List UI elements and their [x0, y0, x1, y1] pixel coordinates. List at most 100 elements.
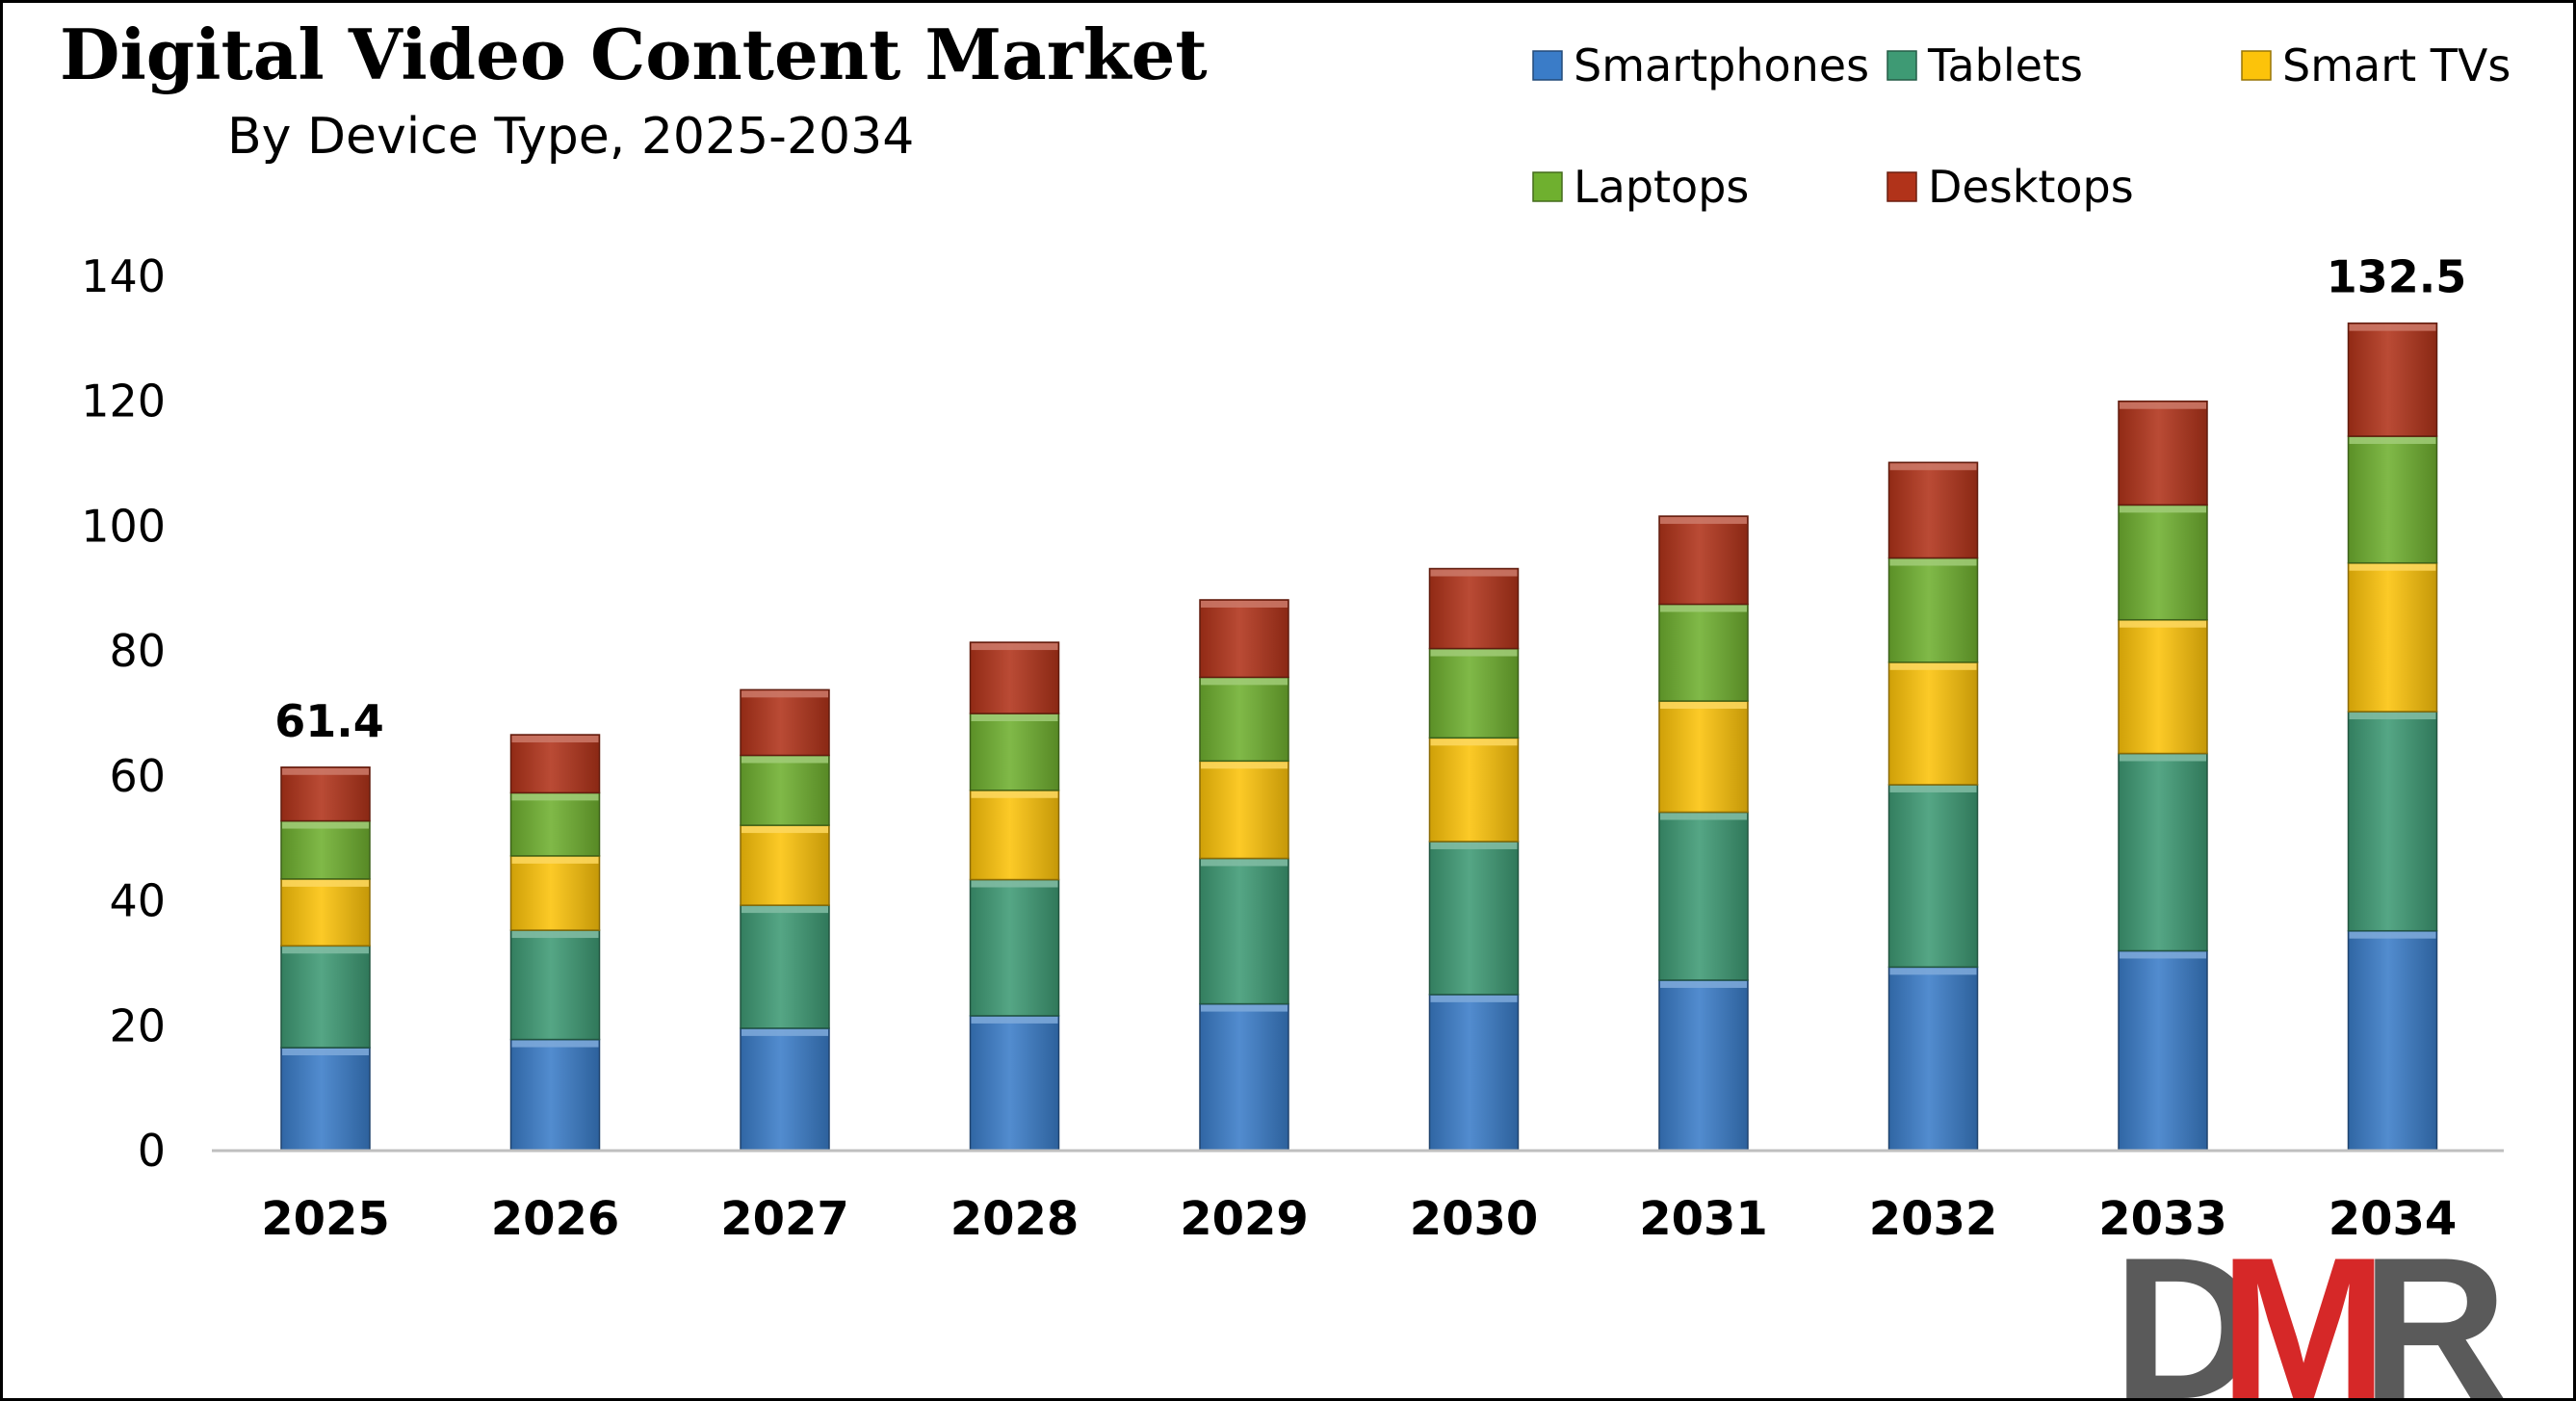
bar-smartphones-2033	[2118, 949, 2208, 1152]
bar-tablets-2025	[280, 945, 371, 1049]
bar-cap-smart-tvs-2027	[742, 826, 828, 834]
x-tick-label-2033: 2033	[2098, 1192, 2227, 1246]
bar-cap-tablets-2032	[1889, 785, 1977, 792]
bar-cap-tablets-2026	[511, 931, 599, 939]
bar-cap-laptops-2033	[2120, 506, 2206, 513]
y-tick-label-100: 100	[81, 500, 166, 552]
bar-stack-2033	[2118, 400, 2208, 1152]
bar-stack-2031	[1658, 515, 1749, 1152]
legend-label-tablets: Tablets	[1927, 39, 2083, 91]
bar-cap-tablets-2030	[1430, 842, 1518, 849]
bar-laptops-2033	[2118, 504, 2208, 621]
bar-cap-desktops-2031	[1660, 517, 1747, 525]
bar-tablets-2032	[1887, 784, 1979, 969]
bar-laptops-2030	[1428, 647, 1520, 739]
bar-cap-smartphones-2026	[511, 1040, 599, 1048]
bar-cap-tablets-2029	[1201, 859, 1288, 867]
logo-letter-r: R	[2361, 1215, 2508, 1401]
bar-cap-smartphones-2032	[1889, 968, 1977, 975]
x-tick-label-2032: 2032	[1869, 1192, 1998, 1246]
y-tick-label-120: 120	[81, 376, 166, 428]
bar-cap-desktops-2033	[2120, 402, 2206, 409]
bar-cap-smartphones-2033	[2120, 951, 2206, 959]
bar-cap-laptops-2025	[282, 821, 369, 829]
bar-smart-tvs-2030	[1428, 737, 1520, 843]
x-tick-label-2030: 2030	[1410, 1192, 1539, 1246]
bar-cap-laptops-2028	[971, 714, 1058, 721]
bar-desktops-2033	[2118, 400, 2208, 506]
bar-cap-desktops-2034	[2349, 324, 2436, 331]
y-tick-label-140: 140	[81, 250, 166, 302]
bar-cap-tablets-2031	[1660, 813, 1747, 820]
bar-cap-smart-tvs-2025	[282, 879, 369, 887]
y-axis: 0 20 40 60 80 100 120 140	[81, 250, 166, 1177]
bar-desktops-2031	[1658, 515, 1749, 606]
bar-stack-2026	[509, 734, 601, 1152]
bar-smartphones-2025	[280, 1047, 371, 1152]
bar-tablets-2028	[969, 878, 1060, 1017]
legend-swatch-desktops	[1886, 171, 1917, 202]
bar-smartphones-2030	[1428, 994, 1520, 1152]
bar-cap-desktops-2032	[1889, 463, 1977, 471]
bar-stack-2034	[2347, 322, 2438, 1152]
bar-cap-smart-tvs-2029	[1201, 762, 1288, 769]
bar-cap-smart-tvs-2031	[1660, 702, 1747, 710]
bar-desktops-2026	[509, 734, 601, 794]
bar-cap-smart-tvs-2028	[971, 791, 1058, 798]
bar-cap-laptops-2034	[2349, 437, 2436, 445]
x-tick-label-2029: 2029	[1180, 1192, 1309, 1246]
bar-cap-desktops-2026	[511, 736, 599, 743]
x-tick-label-2034: 2034	[2329, 1192, 2458, 1246]
bar-cap-smartphones-2025	[282, 1048, 369, 1055]
bar-cap-desktops-2029	[1201, 600, 1288, 608]
dmr-logo: DMR	[2113, 1215, 2508, 1401]
y-tick-label-60: 60	[109, 750, 166, 802]
bar-desktops-2027	[740, 688, 830, 757]
bar-smart-tvs-2027	[740, 824, 830, 906]
legend-label-laptops: Laptops	[1574, 161, 1749, 213]
bar-cap-laptops-2027	[742, 756, 828, 764]
bar-desktops-2025	[280, 766, 371, 822]
bar-tablets-2034	[2347, 711, 2438, 932]
bar-smartphones-2031	[1658, 979, 1749, 1152]
bar-smartphones-2026	[509, 1038, 601, 1152]
chart-title: Digital Video Content Market	[60, 13, 1208, 95]
bar-tablets-2026	[509, 929, 601, 1041]
bar-smartphones-2029	[1199, 1002, 1289, 1152]
bar-cap-smart-tvs-2026	[511, 856, 599, 864]
data-labels: 61.4 132.5	[274, 251, 2466, 747]
bar-cap-tablets-2028	[971, 880, 1058, 888]
bar-cap-smart-tvs-2034	[2349, 563, 2436, 571]
bar-smart-tvs-2029	[1199, 760, 1289, 860]
legend-label-smartphones: Smartphones	[1574, 39, 1869, 91]
bar-cap-laptops-2026	[511, 793, 599, 801]
bar-tablets-2031	[1658, 811, 1749, 981]
bar-cap-laptops-2032	[1889, 558, 1977, 566]
bar-laptops-2028	[969, 713, 1060, 791]
bar-stack-2030	[1428, 567, 1520, 1152]
bar-smart-tvs-2028	[969, 790, 1060, 881]
bar-desktops-2032	[1887, 461, 1979, 559]
bar-stack-2029	[1199, 599, 1289, 1152]
x-tick-label-2027: 2027	[720, 1192, 849, 1246]
bar-laptops-2032	[1887, 557, 1979, 663]
legend-swatch-laptops	[1532, 171, 1563, 202]
legend-swatch-smart-tvs	[2241, 50, 2272, 81]
bar-cap-desktops-2025	[282, 767, 369, 775]
logo-letter-d: D	[2113, 1215, 2259, 1401]
x-tick-label-2028: 2028	[950, 1192, 1080, 1246]
bar-desktops-2028	[969, 641, 1060, 714]
bar-cap-smartphones-2031	[1660, 980, 1747, 988]
legend: Smartphones Tablets Smart TVs Laptops Deskto…	[1532, 39, 2511, 213]
y-tick-label-20: 20	[109, 999, 166, 1051]
bar-cap-desktops-2027	[742, 690, 828, 698]
bar-smartphones-2028	[969, 1015, 1060, 1152]
x-tick-label-2026: 2026	[491, 1192, 620, 1246]
y-tick-label-40: 40	[109, 875, 166, 927]
bar-smart-tvs-2026	[509, 855, 601, 931]
bar-cap-laptops-2029	[1201, 678, 1288, 686]
bar-desktops-2030	[1428, 567, 1520, 650]
bar-desktops-2034	[2347, 322, 2438, 437]
bar-cap-smartphones-2030	[1430, 995, 1518, 1002]
